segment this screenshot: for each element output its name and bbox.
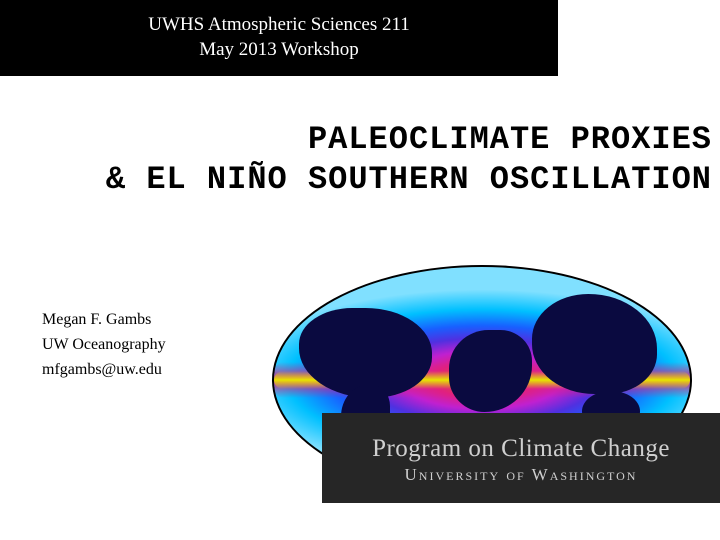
continent-asia	[449, 330, 532, 411]
header-bar: UWHS Atmospheric Sciences 211 May 2013 W…	[0, 0, 558, 76]
header-line-1: UWHS Atmospheric Sciences 211	[148, 13, 410, 38]
author-name: Megan F. Gambs	[42, 308, 166, 333]
author-block: Megan F. Gambs UW Oceanography mfgambs@u…	[42, 308, 166, 382]
title-line-2: & EL NIÑO SOUTHERN OSCILLATION	[0, 160, 712, 200]
author-email: mfgambs@uw.edu	[42, 358, 166, 383]
title-line-1: PALEOCLIMATE PROXIES	[0, 120, 712, 160]
continent-americas	[532, 294, 657, 393]
footer-institution: University of Washington	[405, 465, 638, 485]
header-line-2: May 2013 Workshop	[199, 38, 359, 63]
author-affiliation: UW Oceanography	[42, 333, 166, 358]
footer-bar: Program on Climate Change University of …	[322, 413, 720, 503]
footer-program: Program on Climate Change	[372, 435, 670, 463]
slide-title: PALEOCLIMATE PROXIES & EL NIÑO SOUTHERN …	[0, 120, 712, 200]
